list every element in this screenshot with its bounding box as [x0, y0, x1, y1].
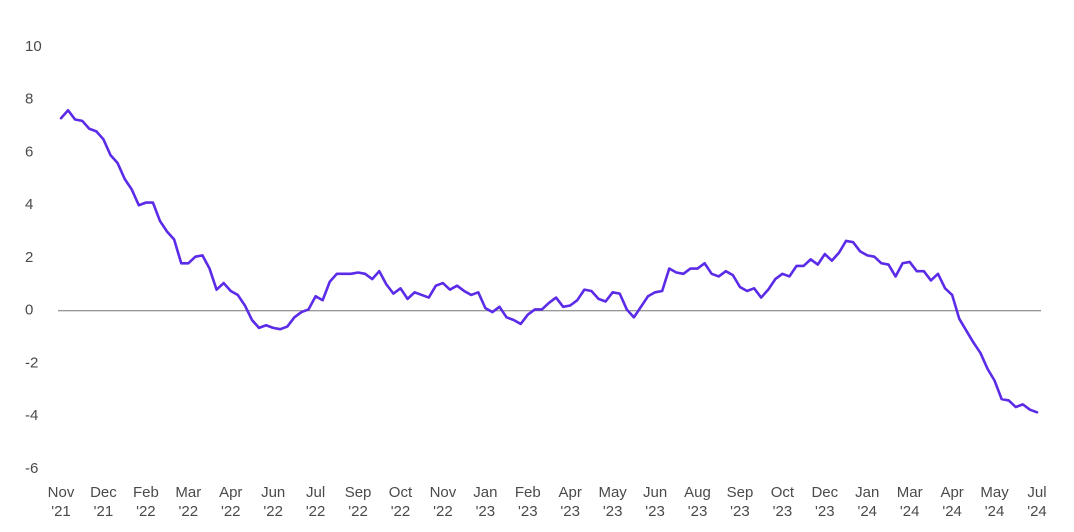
x-tick-label-line: Aug: [684, 484, 711, 501]
x-tick-label: Dec '21: [90, 484, 117, 520]
x-tick-label-line: May: [598, 484, 627, 501]
x-tick-label-line: '23: [476, 503, 496, 520]
x-tick-label: Jun '23: [643, 484, 667, 520]
x-tick-label: May '23: [598, 484, 627, 520]
x-tick-label-line: '22: [391, 503, 411, 520]
x-tick-label-line: Jun: [643, 484, 667, 501]
x-tick-label-line: '23: [603, 503, 623, 520]
x-tick-label-line: Feb: [515, 484, 541, 501]
x-tick-label: Sep '22: [345, 484, 372, 520]
x-tick-label-line: '22: [348, 503, 368, 520]
x-tick-label-line: '23: [645, 503, 665, 520]
x-tick-label-line: '23: [815, 503, 835, 520]
x-tick-label-line: '21: [51, 503, 71, 520]
x-tick-label-line: '22: [221, 503, 241, 520]
x-tick-label-line: Oct: [771, 484, 795, 501]
x-tick-label: Nov '22: [430, 484, 457, 520]
y-tick-label: 10: [25, 38, 42, 55]
x-tick-label: Nov '21: [48, 484, 75, 520]
x-tick-label-line: Jan: [473, 484, 497, 501]
x-tick-label-line: '22: [179, 503, 199, 520]
x-tick-label: Oct '22: [389, 484, 413, 520]
x-tick-label-line: '22: [306, 503, 326, 520]
x-tick-label-line: Apr: [940, 484, 963, 501]
x-tick-label-line: '21: [94, 503, 114, 520]
y-tick-label: 6: [25, 143, 33, 160]
x-tick-label-line: '23: [560, 503, 580, 520]
x-tick-label: Aug '23: [684, 484, 711, 520]
x-tick-label-line: Nov: [48, 484, 75, 501]
x-tick-label: Apr '24: [940, 484, 963, 520]
x-tick-label: Jan '24: [855, 484, 879, 520]
x-tick-label-line: '23: [518, 503, 538, 520]
x-tick-label: Apr '22: [219, 484, 242, 520]
y-tick-label: 4: [25, 196, 33, 213]
x-tick-label-line: Oct: [389, 484, 413, 501]
x-tick-label-line: Jan: [855, 484, 879, 501]
x-tick-label-line: Mar: [175, 484, 201, 501]
x-tick-label-line: '24: [900, 503, 920, 520]
x-tick-label-line: Sep: [345, 484, 372, 501]
x-tick-label-line: '23: [773, 503, 793, 520]
y-tick-label: -2: [25, 354, 38, 371]
x-tick-label-line: '22: [433, 503, 453, 520]
x-tick-label-line: '24: [1027, 503, 1047, 520]
x-tick-label-line: Dec: [811, 484, 838, 501]
x-tick-label: Jun '22: [261, 484, 285, 520]
x-tick-label: Oct '23: [771, 484, 795, 520]
x-tick-label-line: Jul: [306, 484, 325, 501]
x-tick-label-line: '24: [942, 503, 962, 520]
x-tick-label: Mar '24: [897, 484, 923, 520]
y-tick-label: 8: [25, 91, 33, 108]
y-tick-label: -6: [25, 460, 38, 477]
x-tick-label-line: May: [980, 484, 1009, 501]
x-tick-label-line: Apr: [559, 484, 582, 501]
x-tick-label-line: Feb: [133, 484, 159, 501]
x-tick-label-line: '22: [263, 503, 283, 520]
x-tick-label-line: Dec: [90, 484, 117, 501]
x-tick-label-line: '23: [730, 503, 750, 520]
y-tick-label: 0: [25, 302, 33, 319]
x-tick-label-line: Nov: [430, 484, 457, 501]
y-tick-label: -4: [25, 407, 38, 424]
x-tick-label: Feb '22: [133, 484, 159, 520]
x-tick-label: Mar '22: [175, 484, 201, 520]
x-tick-label-line: Jun: [261, 484, 285, 501]
x-tick-label-line: '24: [985, 503, 1005, 520]
x-tick-label-line: Apr: [219, 484, 242, 501]
x-tick-label: Feb '23: [515, 484, 541, 520]
x-tick-label: Jul '24: [1027, 484, 1047, 520]
data-line: [59, 109, 1039, 414]
y-tick-label: 2: [25, 249, 33, 266]
x-tick-label-line: '22: [136, 503, 156, 520]
x-tick-label: Sep '23: [727, 484, 754, 520]
x-tick-label: May '24: [980, 484, 1009, 520]
x-tick-label-line: Jul: [1027, 484, 1046, 501]
x-tick-label: Apr '23: [559, 484, 582, 520]
x-tick-label: Jan '23: [473, 484, 497, 520]
x-tick-label-line: Mar: [897, 484, 923, 501]
x-tick-label: Jul '22: [306, 484, 326, 520]
x-tick-label-line: '23: [688, 503, 708, 520]
x-tick-label-line: Sep: [727, 484, 754, 501]
x-tick-label: Dec '23: [811, 484, 838, 520]
x-tick-label-line: '24: [857, 503, 877, 520]
